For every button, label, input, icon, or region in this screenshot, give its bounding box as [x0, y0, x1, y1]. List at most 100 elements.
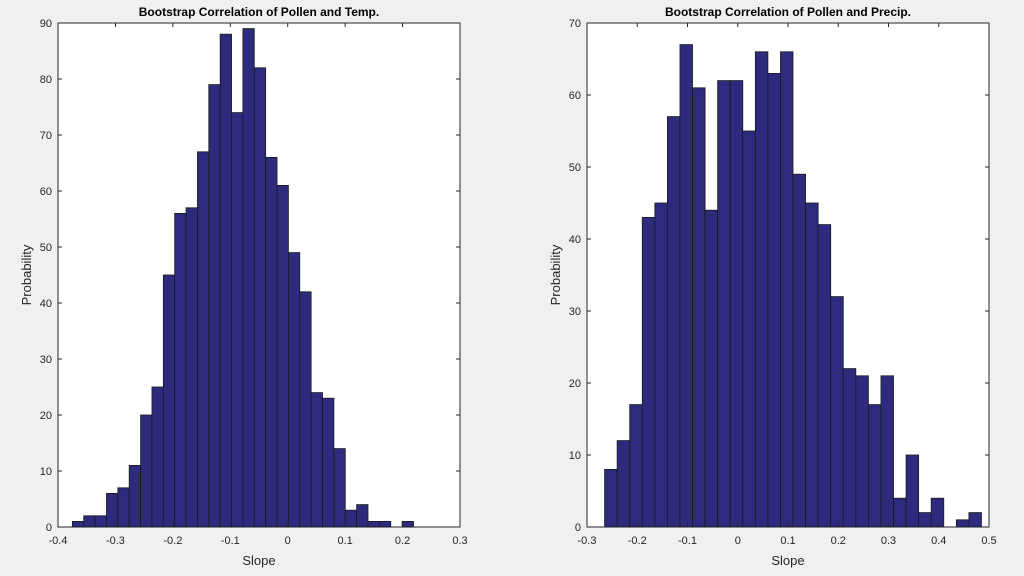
histogram-bar — [805, 202, 819, 528]
histogram-bar — [378, 521, 392, 528]
x-tick-label: 0.4 — [931, 535, 946, 547]
y-tick-label: 90 — [40, 18, 52, 30]
histogram-bar — [219, 33, 232, 528]
histogram-bar — [654, 202, 668, 528]
histogram-bar — [288, 252, 301, 528]
x-tick-label: 0.3 — [881, 535, 896, 547]
histogram-bar — [893, 497, 907, 528]
histogram-bar — [679, 44, 693, 528]
histogram-bar — [905, 454, 920, 528]
y-tick-label: 70 — [40, 130, 52, 142]
y-tick-label: 30 — [569, 306, 581, 318]
x-tick-label: -0.2 — [628, 535, 647, 547]
y-tick-label: 50 — [569, 162, 581, 174]
histogram-bar — [629, 404, 643, 528]
y-tick-label: 20 — [40, 410, 52, 422]
x-tick-label: 0.1 — [780, 535, 795, 547]
histogram-bar — [780, 51, 794, 528]
x-axis-label: Slope — [242, 553, 275, 568]
histogram-bar — [231, 112, 244, 528]
histogram-bar — [117, 487, 130, 528]
x-tick-label: 0.2 — [395, 535, 410, 547]
x-tick-label: 0 — [735, 535, 741, 547]
histogram-bar — [717, 80, 731, 528]
x-tick-label: -0.3 — [578, 535, 597, 547]
histogram-bar — [128, 464, 141, 528]
x-tick-label: 0 — [285, 535, 291, 547]
histogram-bar — [83, 515, 96, 528]
histogram-bar — [641, 216, 656, 528]
histogram-bar — [830, 296, 844, 528]
histogram-bar — [955, 519, 970, 528]
chart-title: Bootstrap Correlation of Pollen and Temp… — [139, 5, 379, 19]
histogram-bar — [968, 512, 982, 528]
histogram-bar — [208, 84, 221, 528]
histogram-bar — [842, 368, 857, 528]
y-tick-label: 10 — [569, 450, 581, 462]
chart-title: Bootstrap Correlation of Pollen and Prec… — [665, 5, 911, 19]
y-tick-label: 50 — [40, 242, 52, 254]
histogram-bar — [767, 73, 781, 528]
histogram-bar — [880, 375, 894, 528]
histogram-bar — [918, 512, 932, 528]
histogram-bar — [367, 521, 380, 528]
y-tick-label: 0 — [46, 522, 52, 534]
histogram-bar — [140, 414, 153, 528]
y-tick-label: 10 — [40, 466, 52, 478]
histogram-bar — [356, 504, 369, 528]
histogram-bar — [299, 291, 312, 528]
histogram-bar — [344, 509, 358, 528]
x-tick-label: 0.1 — [337, 535, 352, 547]
histogram-bar — [322, 397, 335, 528]
histogram-bar — [401, 521, 414, 528]
x-tick-label: 0.3 — [452, 535, 467, 547]
histogram-bar — [276, 184, 289, 528]
histogram-bar — [667, 116, 681, 528]
y-tick-label: 40 — [40, 298, 52, 310]
y-tick-label: 80 — [40, 74, 52, 86]
histogram-bar — [930, 497, 945, 528]
histogram-bar — [71, 521, 85, 528]
chart-temp: -0.4 -0.3 -0.2 -0.1 0 0.1 0.2 0.3 0 10 20 30 40 50 60 7… — [19, 5, 468, 568]
y-tick-label: 60 — [40, 186, 52, 198]
histogram-bar — [106, 492, 119, 528]
x-axis-label: Slope — [771, 553, 804, 568]
y-tick-label: 60 — [569, 90, 581, 102]
x-tick-label: 0.2 — [831, 535, 846, 547]
histogram-bar — [242, 28, 255, 528]
x-tick-label: -0.3 — [106, 535, 125, 547]
histogram-bar — [817, 224, 832, 528]
y-tick-label: 0 — [575, 522, 581, 534]
histogram-bar — [333, 448, 346, 528]
histogram-bar — [754, 51, 769, 528]
x-tick-label: -0.4 — [49, 535, 68, 547]
histogram-bar — [94, 515, 107, 528]
histogram-bar — [197, 151, 210, 528]
histogram-bar — [310, 392, 323, 528]
histogram-bar — [692, 87, 706, 528]
y-tick-label: 30 — [40, 354, 52, 366]
x-tick-label: -0.1 — [221, 535, 240, 547]
y-tick-label: 70 — [569, 18, 581, 30]
histogram-bar — [253, 67, 267, 528]
histogram-bar — [185, 207, 198, 528]
histogram-bar — [868, 404, 882, 528]
y-tick-label: 20 — [569, 378, 581, 390]
histogram-bar — [729, 80, 744, 528]
histogram-bar — [704, 209, 719, 528]
x-tick-label: -0.2 — [163, 535, 182, 547]
histogram-bar — [742, 130, 756, 528]
x-tick-label: -0.1 — [678, 535, 697, 547]
histogram-bar — [265, 156, 278, 528]
histogram-bar — [855, 375, 869, 528]
x-tick-label: 0.5 — [981, 535, 996, 547]
histogram-bar — [151, 386, 164, 528]
y-tick-label: 40 — [569, 234, 581, 246]
histogram-bar — [604, 468, 618, 528]
y-axis-label: Probability — [19, 244, 34, 305]
histogram-bar — [162, 274, 176, 528]
histogram-bar — [174, 212, 187, 528]
histogram-bar — [616, 440, 631, 528]
chart-precip: -0.3 -0.2 -0.1 0 0.1 0.2 0.3 0.4 0.5 0 10 20 30 40 50 6… — [548, 5, 997, 568]
